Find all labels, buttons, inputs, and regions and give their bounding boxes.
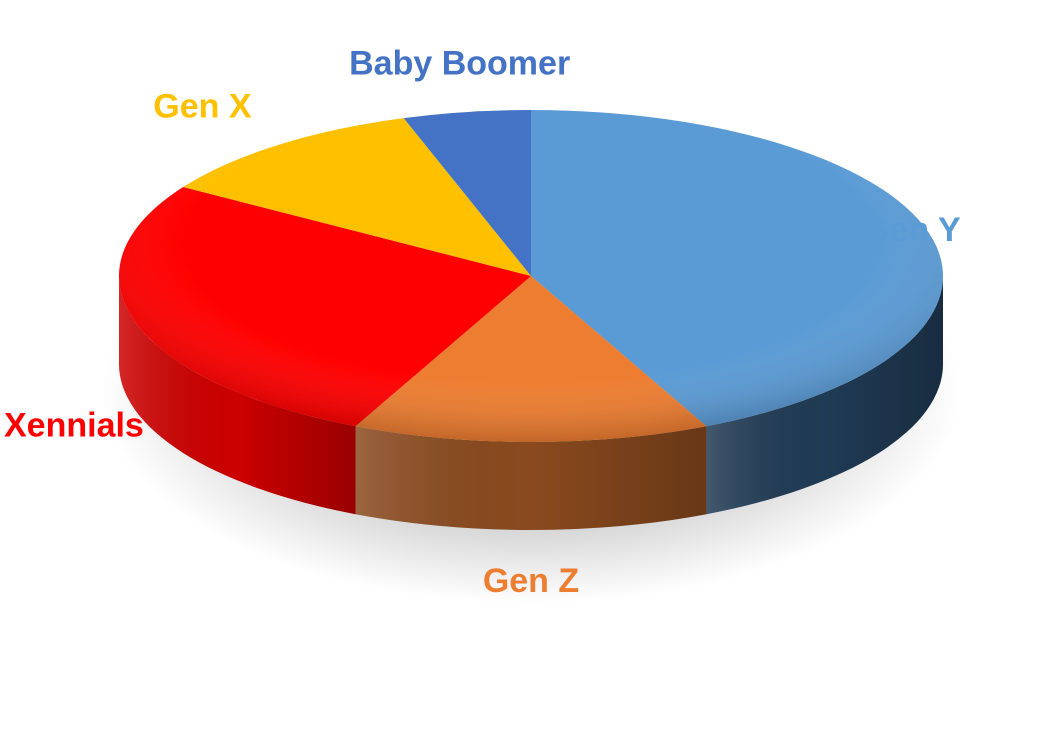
- side-shade-xennials: [119, 276, 356, 515]
- label-gen-x: Gen X: [153, 87, 252, 125]
- side-shade-gen-z: [355, 426, 707, 530]
- pie-labels: Gen Y Gen Z Xennials Gen X Baby Boomer: [4, 45, 961, 600]
- label-xennials: Xennials: [4, 406, 144, 444]
- side-shade-gen-y: [706, 276, 943, 515]
- label-gen-z: Gen Z: [483, 562, 579, 600]
- pie-tops: [118, 110, 943, 442]
- label-baby-boomer: Baby Boomer: [349, 45, 570, 83]
- label-gen-y: Gen Y: [863, 211, 961, 249]
- pie-sides: [119, 276, 943, 530]
- top-rim-shade: [119, 110, 943, 442]
